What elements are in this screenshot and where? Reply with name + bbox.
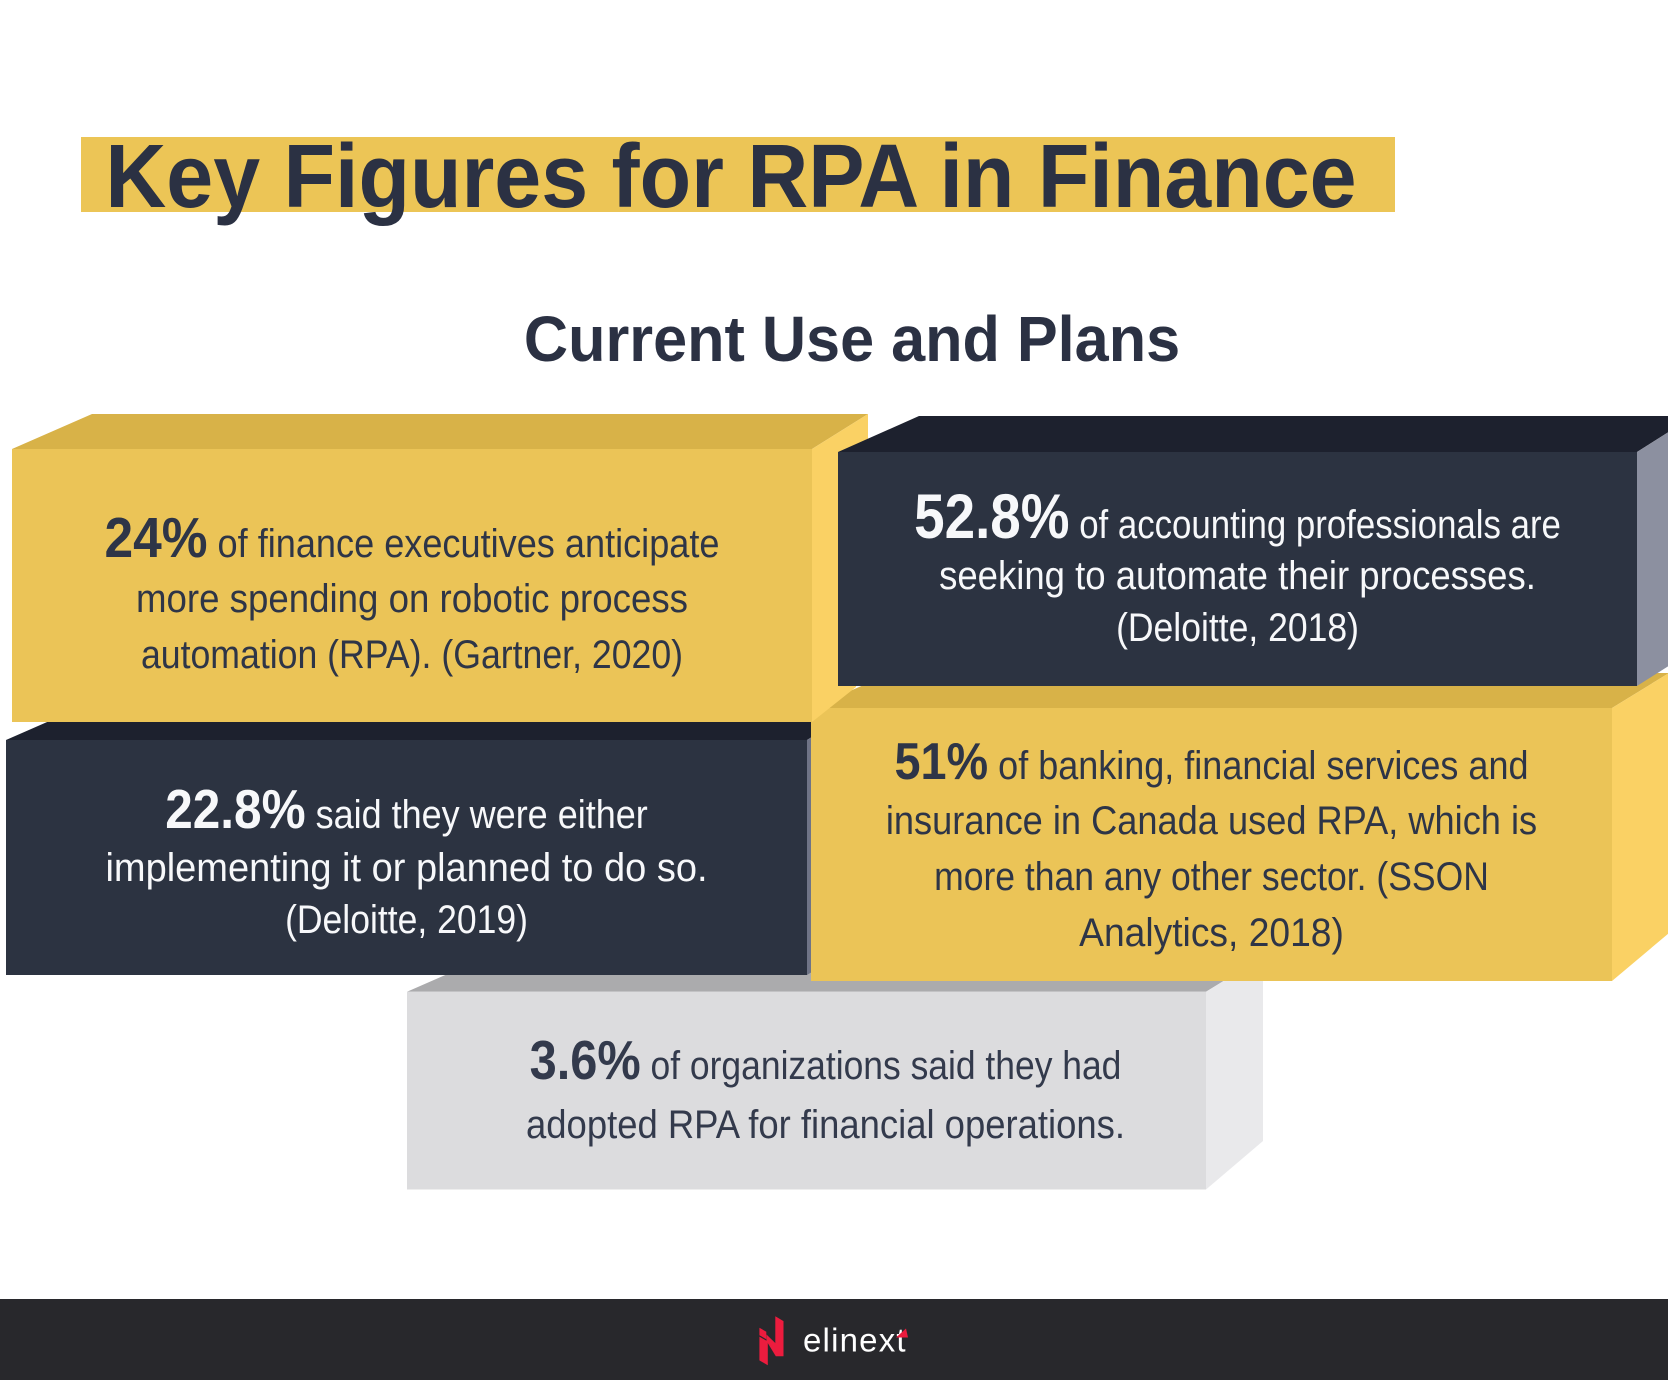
svg-text:elinext: elinext	[803, 1322, 907, 1359]
